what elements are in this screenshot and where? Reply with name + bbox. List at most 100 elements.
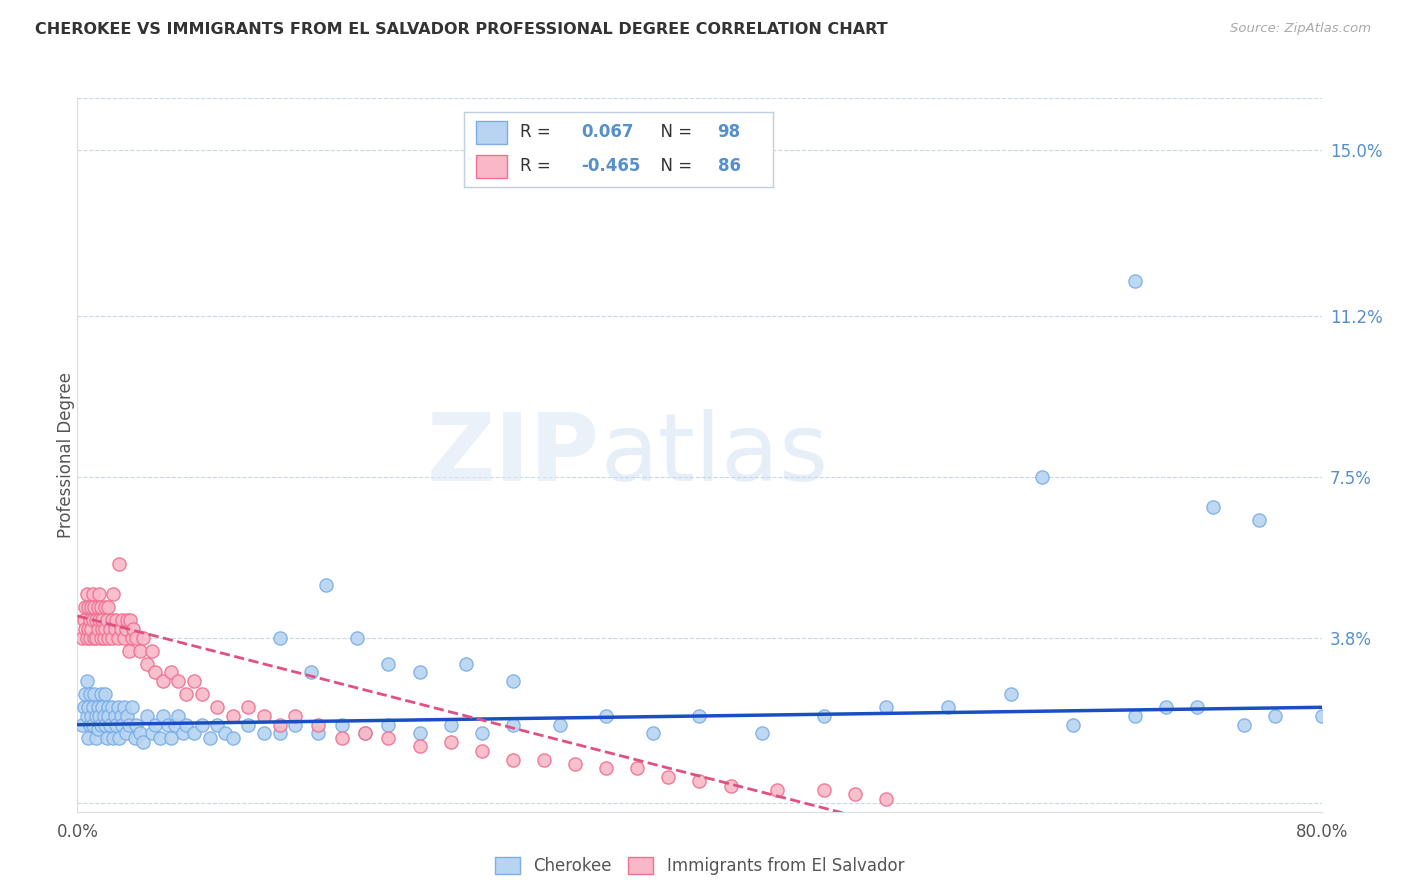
Point — [174, 687, 197, 701]
Point — [1031, 469, 1053, 483]
FancyBboxPatch shape — [477, 155, 508, 178]
Point — [214, 726, 236, 740]
Point — [79, 613, 101, 627]
Point — [152, 709, 174, 723]
Point — [90, 687, 112, 701]
Point — [105, 613, 128, 627]
Point — [813, 783, 835, 797]
Point — [689, 709, 711, 723]
Point — [456, 657, 478, 671]
Point — [75, 600, 97, 615]
Point — [641, 726, 664, 740]
Point — [813, 709, 835, 723]
Point — [875, 700, 897, 714]
Point — [86, 600, 108, 615]
Point — [79, 631, 101, 645]
Point — [207, 717, 229, 731]
Point — [80, 709, 103, 723]
Point — [471, 726, 494, 740]
Point — [377, 657, 399, 671]
Point — [222, 709, 245, 723]
Point — [1123, 709, 1146, 723]
Point — [91, 613, 114, 627]
Point — [183, 726, 205, 740]
Point — [377, 717, 399, 731]
Point — [238, 700, 260, 714]
Text: -0.465: -0.465 — [582, 157, 641, 175]
Point — [83, 687, 105, 701]
Point — [1000, 687, 1022, 701]
Point — [110, 709, 132, 723]
Point — [269, 717, 291, 731]
Point — [141, 726, 163, 740]
Point — [548, 717, 571, 731]
Point — [1310, 709, 1333, 723]
Point — [167, 674, 190, 689]
Point — [346, 631, 368, 645]
Point — [76, 631, 98, 645]
Point — [330, 731, 353, 745]
Point — [98, 622, 121, 636]
Point — [87, 709, 110, 723]
Point — [844, 787, 866, 801]
Point — [112, 631, 135, 645]
Point — [84, 631, 107, 645]
Point — [94, 717, 117, 731]
Point — [1187, 700, 1209, 714]
Point — [86, 700, 108, 714]
Point — [79, 717, 101, 731]
Point — [96, 731, 118, 745]
Point — [101, 587, 124, 601]
Point — [533, 752, 555, 766]
Point — [100, 631, 122, 645]
Point — [299, 665, 322, 680]
Point — [100, 613, 122, 627]
Point — [83, 600, 105, 615]
Point — [315, 578, 337, 592]
Point — [94, 687, 117, 701]
Point — [125, 717, 148, 731]
Text: R =: R = — [520, 157, 555, 175]
Point — [94, 622, 117, 636]
Point — [118, 644, 141, 658]
Point — [125, 631, 148, 645]
Point — [354, 726, 377, 740]
Point — [87, 613, 110, 627]
Point — [938, 700, 960, 714]
Point — [626, 761, 648, 775]
Point — [112, 700, 135, 714]
Point — [111, 613, 134, 627]
Point — [121, 700, 143, 714]
Text: 0.067: 0.067 — [582, 123, 634, 141]
Point — [1154, 700, 1177, 714]
Point — [86, 622, 108, 636]
Point — [93, 709, 115, 723]
Text: CHEROKEE VS IMMIGRANTS FROM EL SALVADOR PROFESSIONAL DEGREE CORRELATION CHART: CHEROKEE VS IMMIGRANTS FROM EL SALVADOR … — [35, 22, 887, 37]
Point — [689, 774, 711, 789]
Point — [110, 622, 132, 636]
Point — [1202, 500, 1225, 515]
Point — [502, 717, 524, 731]
Point — [174, 717, 197, 731]
Point — [207, 700, 229, 714]
Point — [766, 783, 789, 797]
Point — [107, 631, 129, 645]
Point — [100, 700, 122, 714]
Point — [269, 631, 291, 645]
Point — [136, 657, 159, 671]
Point — [377, 731, 399, 745]
Point — [159, 731, 181, 745]
Point — [1249, 513, 1271, 527]
Point — [105, 717, 128, 731]
Point — [101, 731, 124, 745]
Point — [471, 744, 494, 758]
Point — [307, 726, 329, 740]
Point — [97, 700, 120, 714]
Point — [111, 717, 134, 731]
Point — [104, 709, 127, 723]
Point — [172, 726, 194, 740]
Point — [720, 779, 742, 793]
Point — [156, 717, 179, 731]
Point — [76, 709, 98, 723]
Text: atlas: atlas — [600, 409, 828, 501]
